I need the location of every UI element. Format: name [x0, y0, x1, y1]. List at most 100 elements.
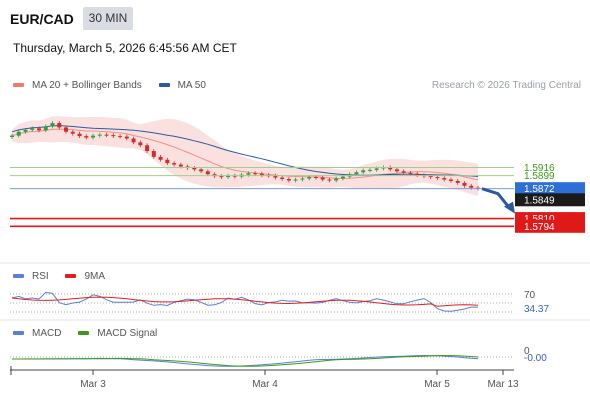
- candle-body: [361, 170, 366, 173]
- rsi-9ma-swatch: [65, 274, 77, 279]
- time-axis: Mar 3 Mar 4 Mar 5 Mar 13: [0, 262, 590, 390]
- candle-body: [226, 175, 231, 178]
- macd-signal-label: MACD Signal: [97, 328, 158, 339]
- candle-body: [178, 164, 183, 167]
- candle-body: [64, 127, 69, 132]
- candle-body: [334, 178, 339, 181]
- candle-body: [158, 156, 163, 160]
- level-label-2: 1.5872: [524, 184, 555, 195]
- ma50-label: MA 50: [177, 80, 206, 91]
- candle-body: [428, 176, 433, 178]
- candle-body: [205, 171, 210, 175]
- rsi-level-label: 70: [524, 290, 536, 301]
- candle-body: [10, 135, 14, 138]
- level-tag-5: [515, 219, 585, 233]
- candle-body: [280, 177, 285, 180]
- candle-body: [70, 131, 75, 134]
- candle-body: [354, 172, 359, 175]
- forecast-arrow: [481, 187, 512, 210]
- candle-body: [469, 185, 474, 188]
- macd-legend: MACD MACD Signal: [13, 328, 171, 339]
- candle-body: [307, 177, 312, 179]
- rsi-label: RSI: [32, 271, 49, 282]
- candle-body: [97, 134, 102, 136]
- candle-body: [435, 177, 440, 179]
- candle-body: [300, 178, 305, 180]
- candle-body: [91, 135, 96, 138]
- candle-body: [165, 159, 170, 164]
- candle-body: [394, 169, 399, 172]
- candle-body: [131, 138, 136, 143]
- level-label-4: 1.5810: [524, 214, 555, 225]
- ma20-swatch: [13, 83, 24, 88]
- legend-item-ma20: MA 20 + Bollinger Bands: [13, 80, 142, 91]
- rsi-panel: 70 34.37: [10, 290, 549, 315]
- ma50-line: [11, 125, 479, 177]
- level-label-5: 1.5794: [524, 222, 555, 233]
- level-label-1: 1.5899: [524, 171, 555, 182]
- candle-body: [145, 145, 150, 152]
- candle-body: [462, 182, 467, 186]
- candle-body: [30, 128, 35, 130]
- bollinger-band: [12, 116, 478, 196]
- candle-body: [313, 177, 318, 179]
- forecast-arrowhead: [504, 201, 515, 214]
- price-panel: [10, 116, 480, 196]
- level-tag-2: [515, 182, 585, 196]
- candle-body: [401, 171, 406, 173]
- candle-body: [111, 135, 116, 137]
- candle-body: [259, 173, 264, 176]
- macd-signal-line: [12, 354, 479, 367]
- time-label-2: Mar 5: [424, 379, 450, 390]
- candle-body: [374, 168, 379, 170]
- macd-current-label: -0.00: [524, 353, 547, 364]
- candle-body: [448, 179, 453, 181]
- candle-body: [84, 136, 89, 138]
- main-legend: MA 20 + Bollinger Bands MA 50: [13, 80, 220, 91]
- candle-body: [442, 178, 447, 180]
- candle-body: [320, 177, 325, 180]
- time-label-0: Mar 3: [80, 379, 106, 390]
- candle-body: [199, 169, 204, 172]
- candle-body: [23, 129, 28, 132]
- credit: Research © 2026 Trading Central: [431, 80, 581, 91]
- rsi-9ma-label: 9MA: [84, 271, 106, 282]
- rsi-9ma-line: [11, 296, 479, 307]
- candle-body: [219, 176, 224, 178]
- macd-level-label: 0: [524, 346, 530, 357]
- rsi-current-label: 34.37: [524, 304, 549, 315]
- level-label-3: 1.5849: [524, 195, 555, 206]
- candle-body: [151, 151, 156, 157]
- candle-body: [327, 179, 332, 181]
- rsi-swatch: [13, 274, 24, 279]
- time-label-1: Mar 4: [252, 379, 278, 390]
- rsi-line: [11, 291, 478, 312]
- candle-body: [388, 167, 393, 170]
- candle-body: [367, 169, 372, 171]
- ma20-line: [11, 128, 479, 181]
- candle-body: [172, 163, 177, 165]
- candle-body: [16, 131, 21, 136]
- candle-body: [246, 173, 251, 175]
- timeframe-button[interactable]: 30 MIN: [83, 7, 133, 30]
- candle-body: [253, 173, 258, 175]
- candle-body: [57, 123, 62, 128]
- macd-panel: 0-0.00: [10, 346, 547, 367]
- rsi-legend: RSI 9MA: [13, 271, 119, 282]
- candle-body: [192, 167, 197, 170]
- time-label-3: Mar 13: [487, 379, 519, 390]
- macd-label: MACD: [32, 328, 62, 339]
- ma20-label: MA 20 + Bollinger Bands: [32, 80, 142, 91]
- macd-swatch: [13, 331, 24, 336]
- candle-body: [138, 142, 143, 146]
- candle-body: [455, 180, 460, 183]
- candle-body: [77, 133, 82, 137]
- candle-body: [104, 134, 109, 136]
- chart-header: EUR/CAD 30 MIN Thursday, March 5, 2026 6…: [0, 0, 590, 62]
- timestamp: Thursday, March 5, 2026 6:45:56 AM CET: [13, 41, 237, 55]
- candle-body: [124, 136, 129, 139]
- ma50-swatch: [158, 83, 170, 88]
- candle-body: [408, 172, 413, 174]
